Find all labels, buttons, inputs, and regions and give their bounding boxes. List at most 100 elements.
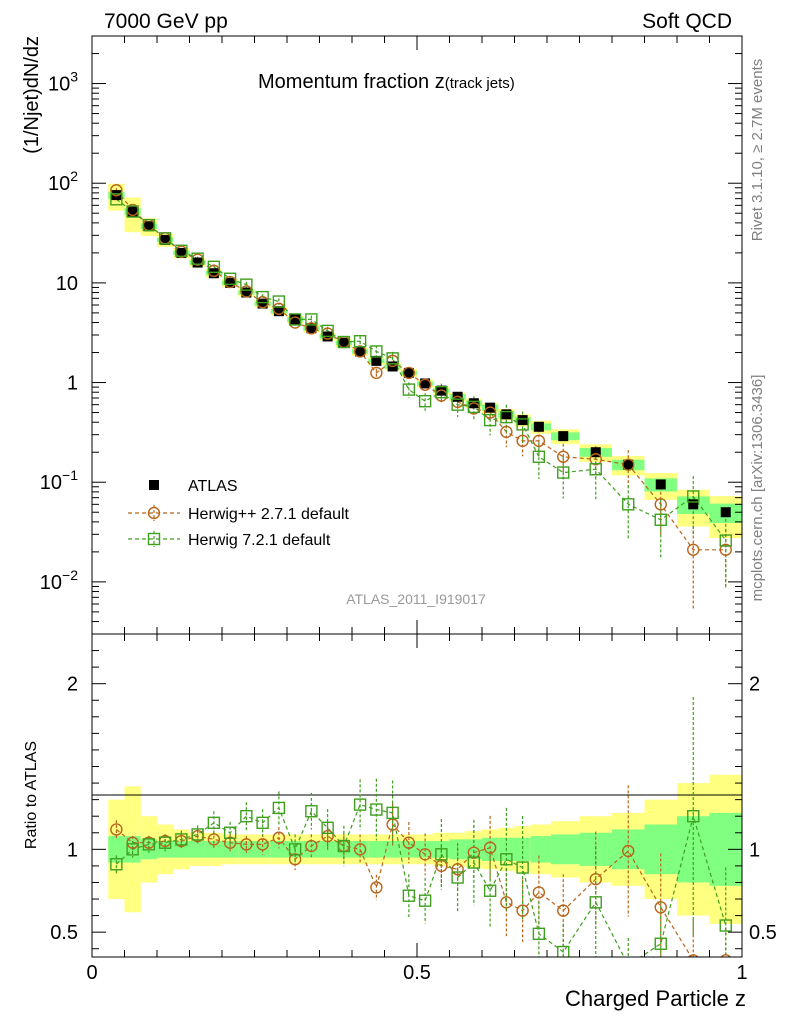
herwig7-main-point bbox=[305, 313, 318, 326]
herwig7-ratio-point bbox=[142, 838, 156, 851]
ratio-y-axis-label: Ratio to ATLAS bbox=[23, 741, 40, 849]
atlas-main-point bbox=[355, 346, 366, 357]
herwigpp-ratio-point bbox=[483, 841, 497, 854]
herwigpp-main-point bbox=[589, 453, 602, 466]
header-energy: 7000 GeV pp bbox=[104, 10, 228, 33]
herwig7-main-point bbox=[467, 400, 481, 414]
herwig7-main-point bbox=[126, 205, 139, 218]
ratio-band-green bbox=[108, 836, 125, 863]
main-y-tick-label-base: 1 bbox=[67, 373, 78, 395]
herwigpp-ratio-point bbox=[223, 836, 237, 849]
herwigpp-ratio-point bbox=[126, 836, 139, 849]
legend-herwig7-label: Herwig 7.2.1 default bbox=[188, 532, 331, 549]
herwig7-main-point bbox=[500, 410, 513, 424]
herwig7-main-point bbox=[532, 450, 546, 463]
herwigpp-main-point bbox=[500, 425, 513, 439]
herwig7-main-point bbox=[288, 313, 302, 326]
ratio-band-green bbox=[551, 834, 580, 865]
ratio-x-tick-label: 0.5 bbox=[403, 962, 431, 984]
atlas-main-point bbox=[371, 355, 382, 366]
header-process: Soft QCD bbox=[642, 10, 732, 33]
herwig7-ratio-point bbox=[240, 810, 253, 823]
herwig7-ratio-point bbox=[483, 884, 497, 897]
herwig7-main-point bbox=[223, 272, 237, 285]
atlas-main-point bbox=[533, 421, 544, 432]
main-x-ticks bbox=[91, 36, 743, 634]
ratio-y-tick-label-left: 0.5 bbox=[50, 922, 78, 944]
ratio-x-tick-label: 1 bbox=[736, 962, 747, 984]
herwigpp-ratio-point bbox=[557, 904, 570, 917]
herwig7-ratio-point bbox=[435, 848, 448, 861]
herwigpp-ratio-point bbox=[418, 848, 432, 861]
ratio-band-green bbox=[384, 841, 401, 858]
herwig7-ratio-point bbox=[687, 810, 700, 823]
herwigpp-main-point bbox=[532, 434, 546, 448]
atlas-main-point bbox=[273, 306, 284, 317]
herwig7-main-point bbox=[451, 398, 464, 411]
chart-title-main: Momentum fraction z bbox=[258, 71, 445, 93]
herwigpp-main-point bbox=[483, 406, 497, 419]
main-y-tick-label-base: 10 bbox=[56, 273, 78, 295]
ratio-series bbox=[110, 696, 732, 971]
legend-herwigpp-label: Herwig++ 2.7.1 default bbox=[188, 506, 350, 523]
main-y-tick-label: 103 bbox=[48, 69, 78, 96]
herwig7-ratio-point bbox=[272, 801, 286, 815]
herwigpp-ratio-point bbox=[288, 853, 302, 866]
herwig7-main-point bbox=[240, 278, 253, 291]
chart-title-sub: (track jets) bbox=[445, 75, 515, 92]
ratio-bands bbox=[108, 774, 742, 924]
herwigpp-ratio-point bbox=[321, 829, 334, 843]
herwigpp-main-point bbox=[240, 285, 253, 298]
ratio-band-green bbox=[530, 836, 552, 863]
herwigpp-main-line bbox=[115, 189, 726, 551]
ratio-band-green bbox=[514, 837, 531, 861]
herwig7-main-point bbox=[353, 334, 367, 348]
herwigpp-main-point bbox=[516, 434, 529, 448]
atlas-main-point bbox=[127, 206, 138, 217]
mcplots-label: mcplots.cern.ch [arXiv:1306.3436] bbox=[749, 375, 766, 602]
herwig7-main-point bbox=[687, 490, 700, 503]
ratio-band-green bbox=[368, 841, 385, 858]
main-y-tick-label: 10 bbox=[56, 273, 78, 295]
herwig7-ratio-point bbox=[370, 803, 383, 816]
ratio-y-tick-label-right: 0.5 bbox=[749, 922, 777, 944]
herwig7-ratio-point bbox=[223, 826, 237, 839]
herwigpp-ratio-point bbox=[353, 843, 367, 856]
herwigpp-main-point bbox=[272, 302, 286, 315]
herwig7-ratio-point bbox=[175, 833, 188, 846]
herwig7-ratio-point bbox=[353, 798, 367, 811]
ratio-y-ticks: 0.5 0.5 1 1 2 2 bbox=[50, 633, 777, 950]
herwigpp-ratio-point bbox=[240, 838, 253, 851]
herwigpp-main-point bbox=[719, 543, 732, 556]
atlas-main-point bbox=[208, 268, 219, 279]
herwig7-main-point bbox=[370, 345, 383, 358]
herwigpp-ratio-point bbox=[654, 901, 667, 914]
x-axis-label: Charged Particle z bbox=[565, 986, 746, 1011]
main-y-tick-label-exponent: 2 bbox=[70, 168, 78, 184]
herwigpp-main-point bbox=[353, 345, 367, 358]
herwig7-ratio-point bbox=[402, 889, 416, 902]
atlas-main-point bbox=[257, 298, 268, 309]
atlas-main-point bbox=[192, 257, 203, 268]
atlas-main-point bbox=[688, 499, 699, 510]
herwig7-ratio-point bbox=[386, 806, 399, 820]
herwig7-ratio-point bbox=[337, 839, 351, 853]
main-y-tick-label-exponent: −1 bbox=[62, 467, 78, 483]
herwig7-main-point bbox=[191, 252, 204, 265]
herwigpp-ratio-point bbox=[622, 844, 635, 858]
legend-atlas-label: ATLAS bbox=[188, 478, 238, 495]
herwig7-ratio-point bbox=[110, 858, 123, 871]
atlas-main-point bbox=[501, 409, 512, 420]
herwig7-main-point bbox=[654, 513, 667, 526]
herwig7-ratio-point bbox=[623, 960, 634, 971]
herwig7-ratio-point bbox=[126, 843, 139, 856]
herwigpp-ratio-point bbox=[688, 954, 699, 957]
herwig7-ratio-point bbox=[516, 861, 529, 874]
atlas-main-point bbox=[720, 507, 731, 518]
herwig7-ratio-point bbox=[418, 894, 432, 907]
herwigpp-ratio-point bbox=[305, 839, 318, 853]
ratio-x-ticks: 0 0.5 1 bbox=[86, 634, 748, 984]
main-y-tick-label: 102 bbox=[48, 168, 78, 195]
atlas-main-point bbox=[176, 247, 187, 258]
herwig7-ratio-point bbox=[467, 856, 481, 869]
